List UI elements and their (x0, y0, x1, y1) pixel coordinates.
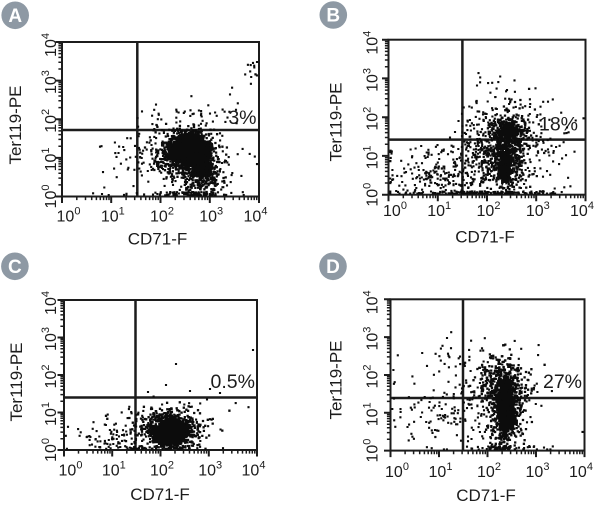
svg-text:18%: 18% (539, 114, 578, 136)
svg-text:A: A (8, 6, 22, 27)
svg-text:27%: 27% (543, 371, 582, 393)
svg-text:3%: 3% (228, 107, 256, 129)
svg-text:Ter119-PE: Ter119-PE (327, 340, 346, 419)
svg-text:Ter119-PE: Ter119-PE (327, 82, 346, 161)
svg-text:CD71-F: CD71-F (455, 228, 515, 247)
svg-text:D: D (326, 257, 340, 278)
svg-text:CD71-F: CD71-F (130, 485, 190, 504)
svg-text:C: C (8, 257, 22, 278)
svg-text:CD71-F: CD71-F (456, 486, 516, 505)
svg-text:CD71-F: CD71-F (128, 230, 188, 249)
svg-text:0.5%: 0.5% (211, 371, 255, 393)
svg-text:Ter119-PE: Ter119-PE (6, 85, 25, 164)
svg-text:B: B (326, 6, 340, 27)
svg-text:Ter119-PE: Ter119-PE (7, 342, 26, 421)
